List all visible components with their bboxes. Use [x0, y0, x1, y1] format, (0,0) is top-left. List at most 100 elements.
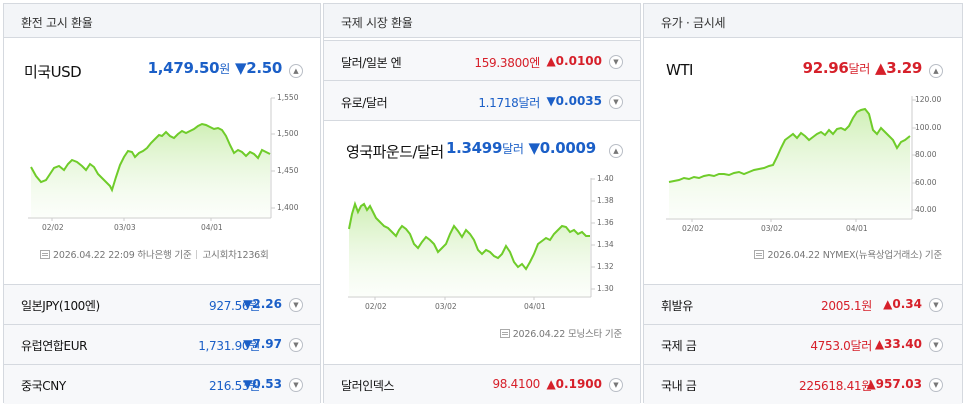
y-tick: 1,400: [277, 203, 299, 212]
main-currency-rate: 1,479.50원 ▼2.50: [147, 59, 283, 77]
y-tick: 100.00: [915, 123, 942, 132]
chevron-down-icon[interactable]: ▼: [609, 95, 623, 109]
row-name: 유로/달러: [341, 96, 388, 110]
panel-exchange-notice: 환전 고시 환율 미국USD 1,479.50원 ▼2.50 ▲ 1,550 1…: [3, 3, 321, 404]
x-tick: 04/01: [524, 302, 546, 311]
x-tick: 02/02: [365, 302, 387, 311]
caption-date: 2026.04.22: [767, 250, 820, 261]
usd-chart-line: [30, 122, 271, 193]
chevron-up-icon[interactable]: ▲: [289, 64, 303, 78]
caption-source: NYMEX(뉴욕상업거래소) 기준: [822, 250, 943, 261]
wti-chart: [666, 96, 916, 222]
chevron-down-icon[interactable]: ▼: [609, 55, 623, 69]
row-value: 216.53원: [209, 379, 260, 393]
row-name: 중국CNY: [21, 379, 66, 393]
row-change: ▼0.53: [243, 377, 282, 391]
list-item[interactable]: 달러인덱스 98.4100 ▲0.1900 ▼: [324, 364, 640, 404]
list-item[interactable]: 유럽연합EUR 1,731.90원 ▼7.97 ▼: [4, 324, 320, 364]
document-icon: [499, 329, 510, 338]
x-tick: 03/02: [435, 302, 457, 311]
document-icon: [754, 250, 765, 259]
list-item[interactable]: 일본JPY(100엔) 927.56원 ▼2.26 ▼: [4, 284, 320, 324]
y-tick: 80.00: [915, 150, 937, 159]
caption-date: 2026.04.22: [512, 329, 566, 340]
usd-chart-area: [31, 124, 270, 218]
row-name: 국제 금: [661, 339, 697, 353]
list-item[interactable]: 달러/일본 엔 159.3800엔 ▲0.0100 ▼: [324, 40, 640, 80]
gbp-chart: [348, 178, 595, 300]
row-name: 일본JPY(100엔): [21, 299, 100, 313]
main-currency-rate: 1.3499달러 ▼0.0009: [446, 139, 596, 157]
chart-caption: 2026.04.22 22:09 하나은행 기준 고시회차1236회: [40, 247, 269, 261]
chevron-down-icon[interactable]: ▼: [929, 298, 943, 312]
caption-source: 하나은행 기준: [137, 250, 192, 261]
rate-value: 1.3499: [446, 139, 503, 157]
row-name: 유럽연합EUR: [21, 339, 88, 353]
chevron-down-icon[interactable]: ▼: [929, 378, 943, 392]
panel-header: 환전 고시 환율: [4, 4, 320, 38]
chevron-down-icon[interactable]: ▼: [609, 378, 623, 392]
chart-caption: 2026.04.22 NYMEX(뉴욕상업거래소) 기준: [754, 247, 942, 261]
rate-change: ▼0.0009: [528, 139, 597, 157]
row-change: ▲957.03: [866, 377, 922, 391]
list-item[interactable]: 휘발유 2005.1원 ▲0.34 ▼: [644, 284, 962, 324]
rate-unit: 원: [219, 62, 231, 76]
y-tick: 120.00: [915, 95, 942, 104]
row-value: 98.4100: [492, 377, 540, 391]
x-tick: 04/01: [201, 223, 223, 232]
main-currency-name: 영국파운드/달러: [346, 143, 444, 161]
chevron-down-icon[interactable]: ▼: [289, 298, 303, 312]
y-tick: 1.30: [597, 284, 614, 293]
gbp-chart-area: [349, 204, 590, 297]
row-value: 2005.1원: [821, 299, 872, 313]
y-tick: 1.36: [597, 218, 614, 227]
row-value: 1.1718달러: [478, 96, 540, 110]
row-change: ▲0.34: [883, 297, 922, 311]
row-change: ▼0.0035: [546, 94, 602, 108]
y-tick: 1.40: [597, 174, 614, 183]
row-change: ▲0.0100: [546, 54, 602, 68]
panel-oil-gold: 유가 · 금시세 WTI 92.96달러 ▲3.29 ▲ 120.00 100.…: [643, 3, 963, 404]
main-commodity-name: WTI: [666, 61, 693, 79]
main-commodity-price: 92.96달러 ▲3.29: [803, 59, 923, 77]
y-tick: 1,550: [277, 93, 299, 102]
y-tick: 1.34: [597, 240, 614, 249]
panel-intl-exchange: 국제 시장 환율 달러/일본 엔 159.3800엔 ▲0.0100 ▼ 유로/…: [323, 3, 641, 404]
x-tick: 03/03: [114, 223, 136, 232]
chevron-down-icon[interactable]: ▼: [289, 338, 303, 352]
row-value: 225618.41원: [799, 379, 872, 393]
usd-chart: [28, 97, 275, 221]
list-item[interactable]: 유로/달러 1.1718달러 ▼0.0035 ▼: [324, 80, 640, 120]
x-tick: 04/01: [846, 224, 868, 233]
panel-header: 유가 · 금시세: [644, 4, 962, 38]
row-change: ▲0.1900: [546, 377, 602, 391]
gbp-chart-line: [348, 200, 590, 271]
x-tick: 02/02: [682, 224, 704, 233]
chevron-up-icon[interactable]: ▲: [929, 64, 943, 78]
y-tick: 1,450: [277, 166, 299, 175]
y-tick: 1.32: [597, 262, 614, 271]
chevron-down-icon[interactable]: ▼: [929, 338, 943, 352]
rate-value: 1,479.50: [147, 59, 220, 77]
caption-source: 모닝스타 기준: [567, 329, 622, 340]
row-name: 달러인덱스: [341, 379, 395, 393]
list-item[interactable]: 국제 금 4753.0달러 ▲33.40 ▼: [644, 324, 962, 364]
document-icon: [40, 250, 50, 259]
y-tick: 40.00: [915, 205, 937, 214]
list-item[interactable]: 국내 금 225618.41원 ▲957.03 ▼: [644, 364, 962, 404]
row-name: 국내 금: [661, 379, 697, 393]
row-value: 159.3800엔: [474, 56, 540, 70]
caption-date: 2026.04.22 22:09: [53, 250, 135, 261]
list-item[interactable]: 중국CNY 216.53원 ▼0.53 ▼: [4, 364, 320, 404]
chevron-down-icon[interactable]: ▼: [289, 378, 303, 392]
rate-unit: 달러: [502, 142, 524, 156]
row-value: 4753.0달러: [810, 339, 872, 353]
row-name: 달러/일본 엔: [341, 56, 402, 70]
row-change: ▲33.40: [874, 337, 922, 351]
caption-round: 고시회차1236회: [202, 250, 269, 261]
x-tick: 02/02: [42, 223, 64, 232]
chevron-up-icon[interactable]: ▲: [609, 144, 623, 158]
chart-caption: 2026.04.22 모닝스타 기준: [499, 326, 622, 340]
row-value: 1,731.90원: [198, 339, 260, 353]
